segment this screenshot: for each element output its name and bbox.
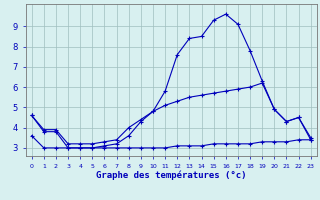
X-axis label: Graphe des températures (°c): Graphe des températures (°c): [96, 170, 246, 180]
